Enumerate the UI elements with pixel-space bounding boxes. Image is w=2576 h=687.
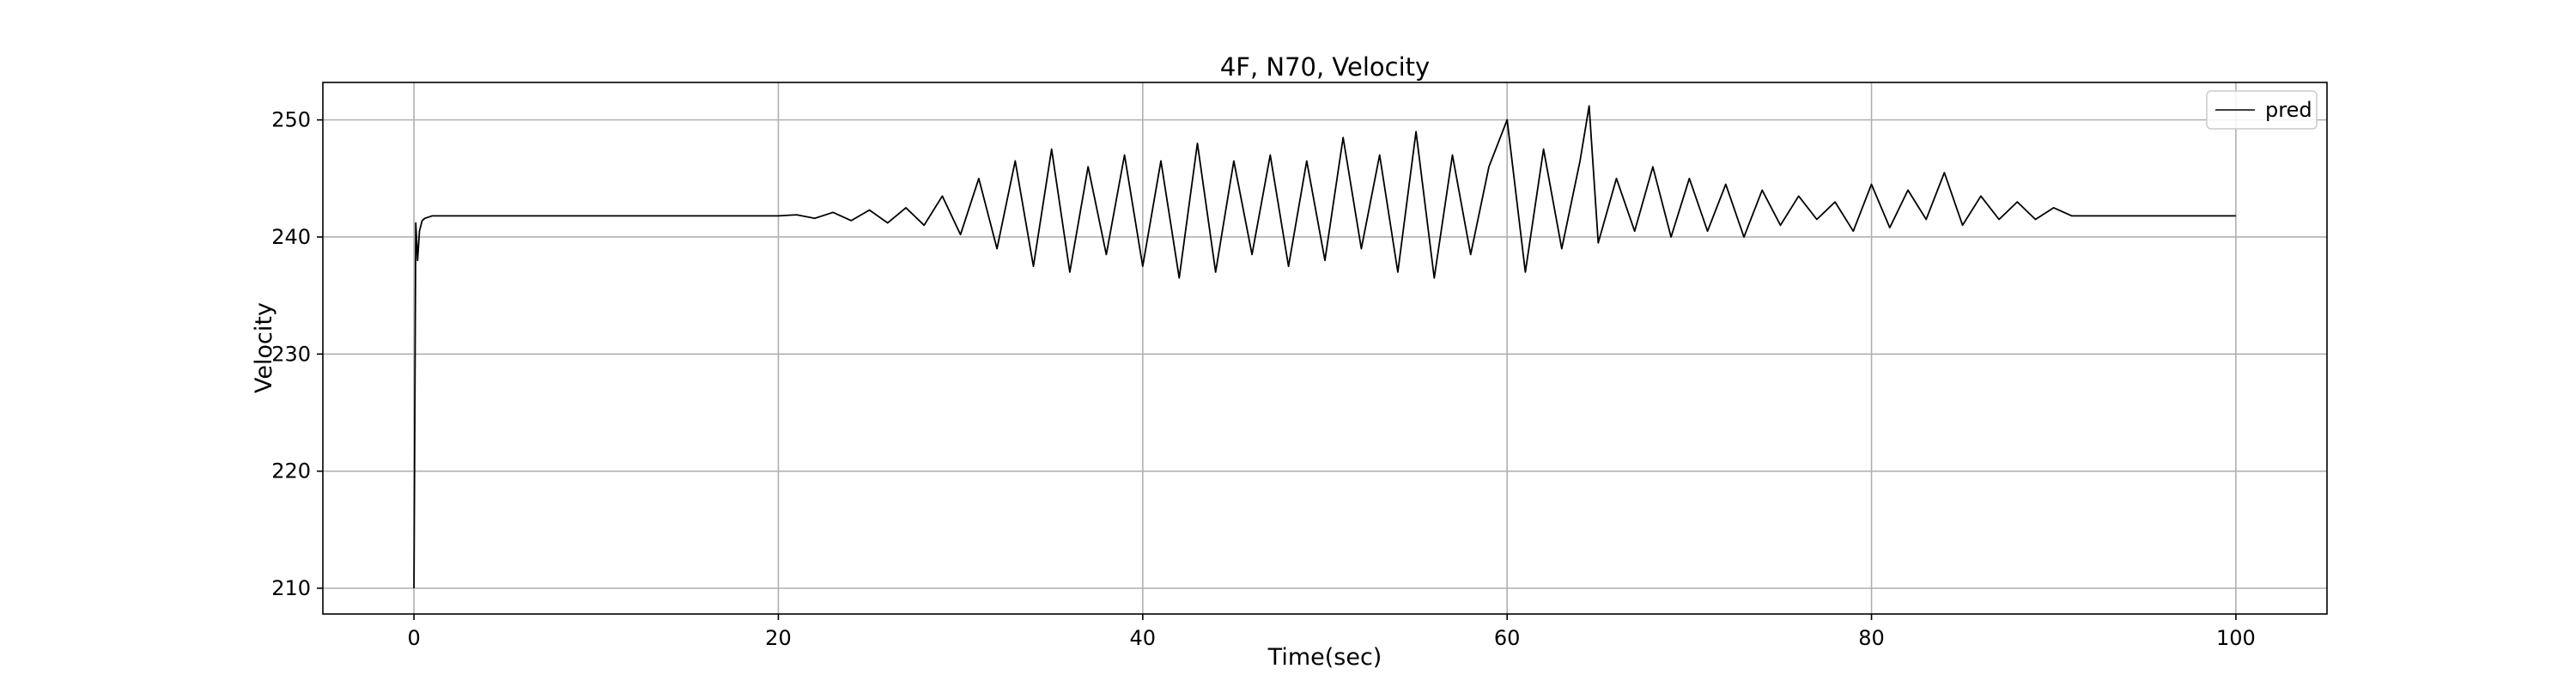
- plot-frame: [322, 82, 2328, 615]
- y-tick-label: 220: [271, 459, 311, 483]
- y-tick-label: 210: [271, 576, 311, 600]
- y-axis-label: Velocity: [251, 302, 277, 393]
- x-tick-label: 80: [1858, 626, 1885, 650]
- x-tick-label: 100: [2216, 626, 2256, 650]
- x-axis-ticks: 0 20 40 60 80 100: [407, 614, 2256, 650]
- y-tick-label: 230: [271, 342, 311, 366]
- chart-title: 4F, N70, Velocity: [1220, 52, 1430, 82]
- plot-area: [413, 105, 2236, 589]
- x-axis-label: Time(sec): [1267, 644, 1382, 671]
- y-axis-ticks: 210 220 230 240 250: [271, 108, 323, 600]
- legend-label-pred: pred: [2265, 98, 2312, 122]
- x-tick-label: 0: [407, 626, 420, 650]
- legend-box: [2206, 90, 2318, 130]
- legend: pred: [2206, 90, 2318, 130]
- grid-lines: [323, 82, 2327, 614]
- x-tick-label: 40: [1130, 626, 1157, 650]
- y-tick-label: 250: [271, 108, 311, 132]
- x-tick-label: 60: [1494, 626, 1521, 650]
- series-line-pred: [413, 105, 2236, 589]
- x-tick-label: 20: [765, 626, 792, 650]
- y-tick-label: 240: [271, 225, 311, 249]
